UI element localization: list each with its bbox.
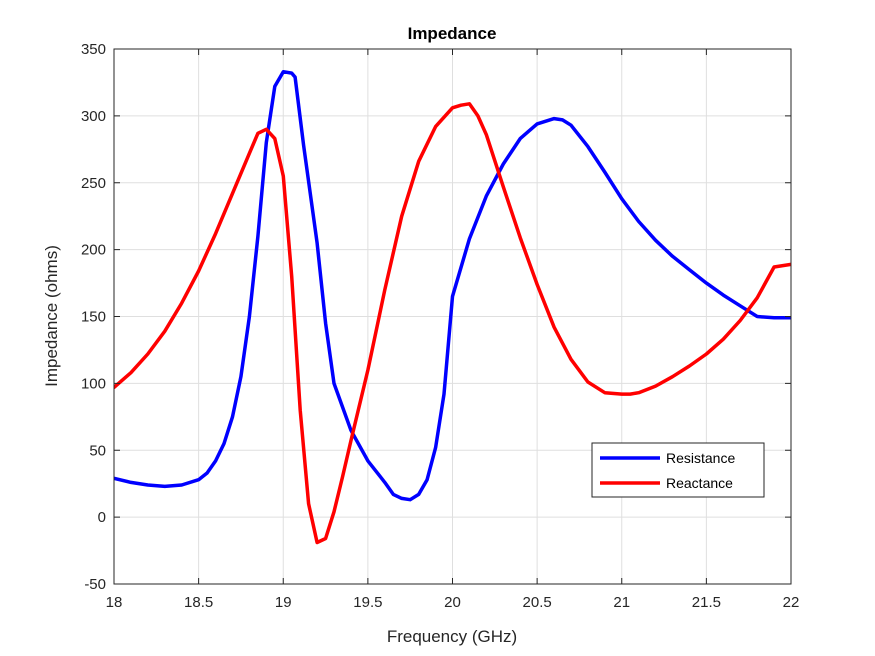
- legend-label-reactance: Reactance: [666, 475, 733, 491]
- x-tick-label: 21.5: [692, 594, 721, 611]
- legend-box: [591, 442, 765, 498]
- ticks: [113, 48, 792, 585]
- y-tick-label: 300: [81, 108, 106, 125]
- x-tick-labels: 18 18.5 19 19.5 20 20.5 21 21.5 22: [106, 594, 800, 611]
- y-tick-label: 350: [81, 41, 106, 58]
- series-layer: [114, 69, 791, 545]
- legend: Resistance Reactance: [591, 442, 765, 498]
- x-tick-label: 20.5: [523, 594, 552, 611]
- y-tick-label: 0: [98, 509, 106, 526]
- series-line-reactance: [114, 102, 791, 545]
- series-line-resistance: [114, 69, 791, 502]
- y-tick-label: 200: [81, 242, 106, 259]
- chart-title: Impedance: [408, 24, 497, 43]
- x-tick-label: 22: [783, 594, 800, 611]
- legend-label-resistance: Resistance: [666, 450, 735, 466]
- x-tick-label: 18: [106, 594, 123, 611]
- x-tick-label: 21: [613, 594, 630, 611]
- x-tick-label: 19.5: [353, 594, 382, 611]
- x-tick-label: 19: [275, 594, 292, 611]
- y-axis-label: Impedance (ohms): [42, 245, 61, 387]
- y-tick-label: 50: [89, 442, 106, 459]
- y-tick-label: 250: [81, 175, 106, 192]
- y-tick-labels: -50 0 50 100 150 200 250 300 350: [81, 41, 106, 593]
- y-tick-label: 150: [81, 309, 106, 326]
- x-tick-label: 20: [444, 594, 461, 611]
- x-axis-label: Frequency (GHz): [387, 627, 517, 646]
- y-tick-label: 100: [81, 375, 106, 392]
- x-tick-label: 18.5: [184, 594, 213, 611]
- y-tick-label: -50: [84, 576, 106, 593]
